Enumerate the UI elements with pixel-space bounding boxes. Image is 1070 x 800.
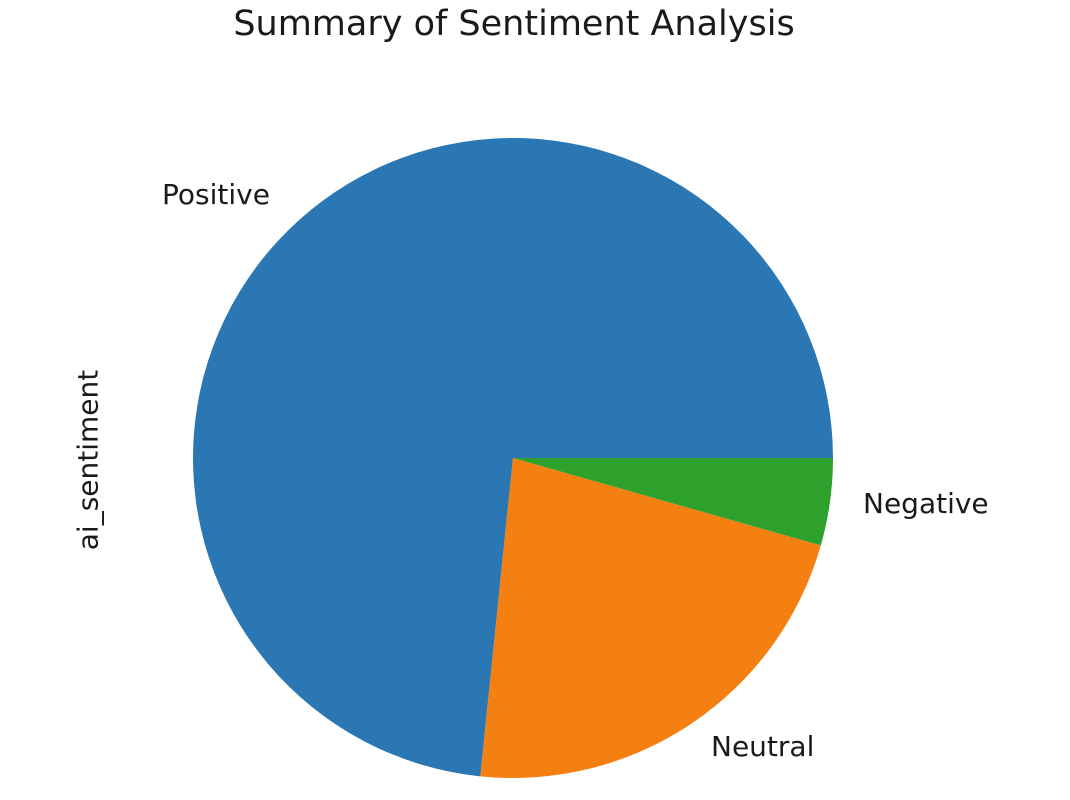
label-negative: Negative [863,487,989,520]
pie-slice-neutral [480,458,821,778]
pie-slice-negative [513,458,833,546]
pie-slice-positive [193,138,834,777]
label-positive: Positive [162,178,270,211]
chart-title: Summary of Sentiment Analysis [233,4,795,44]
label-neutral: Neutral [711,730,815,763]
